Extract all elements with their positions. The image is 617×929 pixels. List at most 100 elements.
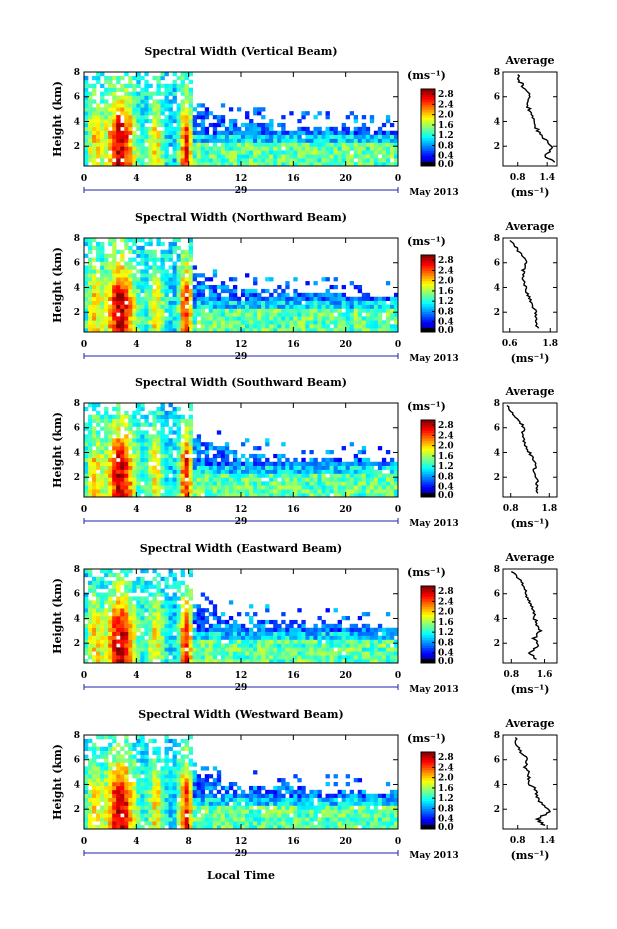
- heatmap-cell: [116, 79, 121, 85]
- heatmap-cell: [116, 438, 121, 443]
- heatmap-cell: [176, 604, 181, 609]
- heatmap-cell: [136, 418, 141, 423]
- heatmap-cell: [176, 631, 181, 636]
- heatmap-cell: [249, 659, 254, 664]
- heatmap-cell: [184, 162, 189, 167]
- heatmap-cell: [365, 296, 371, 301]
- heatmap-cell: [373, 308, 379, 313]
- colorbar-label: (ms⁻¹): [407, 235, 446, 248]
- heatmap-cell: [305, 639, 310, 644]
- heatmap-cell: [228, 623, 234, 629]
- heatmap-cell: [172, 616, 177, 621]
- heatmap-cell: [104, 750, 109, 755]
- heatmap-cell: [156, 430, 161, 435]
- heatmap-cell: [144, 281, 149, 286]
- heatmap-cell: [353, 489, 359, 494]
- heatmap-cell: [88, 623, 93, 629]
- colorbar-swatch: [421, 96, 435, 100]
- heatmap-cell: [112, 631, 117, 636]
- heatmap-cell: [236, 324, 242, 329]
- heatmap-cell: [132, 257, 137, 262]
- heatmap-cell: [249, 619, 254, 625]
- heatmap-cell: [84, 805, 89, 810]
- heatmap-cell: [281, 115, 286, 120]
- heatmap-cell: [104, 138, 109, 143]
- heatmap-cell: [297, 465, 302, 470]
- heatmap-cell: [200, 324, 206, 329]
- heatmap-cell: [136, 79, 141, 85]
- heatmap-cell: [176, 469, 181, 474]
- heatmap-cell: [241, 300, 246, 305]
- heatmap-cell: [204, 162, 210, 167]
- heatmap-cell: [128, 584, 133, 589]
- heatmap-cell: [341, 134, 346, 139]
- heatmap-cell: [305, 489, 310, 494]
- heatmap-cell: [277, 316, 282, 321]
- heatmap-cell: [84, 473, 89, 478]
- heatmap-cell: [269, 154, 274, 159]
- heatmap-cell: [389, 469, 395, 474]
- heatmap-cell: [212, 146, 218, 151]
- heatmap-cell: [321, 162, 326, 167]
- heatmap-cell: [236, 489, 242, 494]
- heatmap-cell: [108, 142, 113, 147]
- heatmap-cell: [321, 142, 326, 147]
- heatmap-cell: [220, 150, 226, 155]
- heatmap-cell: [337, 469, 342, 474]
- heatmap-cell: [196, 115, 202, 120]
- heatmap-cell: [188, 265, 193, 270]
- heatmap-cell: [132, 450, 137, 455]
- heatmap-cell: [136, 659, 141, 664]
- heatmap-cell: [100, 438, 105, 443]
- heatmap-cell: [132, 619, 137, 625]
- heatmap-cell: [96, 584, 101, 589]
- heatmap-cell: [321, 154, 326, 159]
- heatmap-cell: [232, 623, 238, 629]
- heatmap-cell: [96, 308, 101, 313]
- heatmap-cell: [353, 320, 359, 325]
- heatmap-cell: [100, 647, 105, 652]
- y-axis-label: Height (km): [51, 412, 64, 488]
- heatmap-cell: [317, 485, 322, 490]
- heatmap-cell: [353, 134, 359, 139]
- heatmap-cell: [353, 631, 359, 636]
- heatmap-cell: [305, 473, 310, 478]
- heatmap-cell: [241, 473, 246, 478]
- heatmap-cell: [148, 238, 153, 243]
- heatmap-cell: [241, 134, 246, 139]
- heatmap-cell: [265, 324, 270, 329]
- heatmap-cell: [100, 600, 105, 605]
- heatmap-cell: [253, 308, 258, 313]
- colorbar-swatch: [421, 319, 435, 323]
- heatmap-cell: [84, 778, 89, 783]
- heatmap-cell: [96, 146, 101, 151]
- heatmap-cell: [124, 122, 129, 128]
- heatmap-cell: [333, 320, 338, 325]
- heatmap-cell: [220, 130, 226, 135]
- heatmap-cell: [321, 158, 326, 163]
- heatmap-cell: [152, 296, 157, 301]
- heatmap-cell: [188, 604, 193, 609]
- heatmap-cell: [365, 469, 371, 474]
- heatmap-cell: [104, 418, 109, 423]
- heatmap-cell: [377, 477, 383, 482]
- heatmap-cell: [224, 651, 230, 656]
- heatmap-cell: [269, 162, 274, 167]
- heatmap-cell: [361, 655, 367, 660]
- heatmap-cell: [152, 249, 157, 254]
- heatmap-cell: [204, 453, 210, 459]
- heatmap-cell: [96, 285, 101, 290]
- heatmap-cell: [192, 481, 198, 486]
- heatmap-cell: [212, 623, 218, 629]
- heatmap-cell: [168, 450, 173, 455]
- heatmap-cell: [253, 126, 258, 132]
- x-tick-label: 12: [235, 340, 248, 350]
- x-tick-label: 12: [235, 505, 248, 515]
- heatmap-cell: [245, 461, 250, 466]
- heatmap-cell: [164, 296, 169, 301]
- colorbar-tick-label: 0.0: [438, 160, 454, 170]
- heatmap-cell: [345, 655, 350, 660]
- heatmap-cell: [160, 249, 165, 254]
- heatmap-cell: [212, 150, 218, 155]
- heatmap-cell: [301, 154, 306, 159]
